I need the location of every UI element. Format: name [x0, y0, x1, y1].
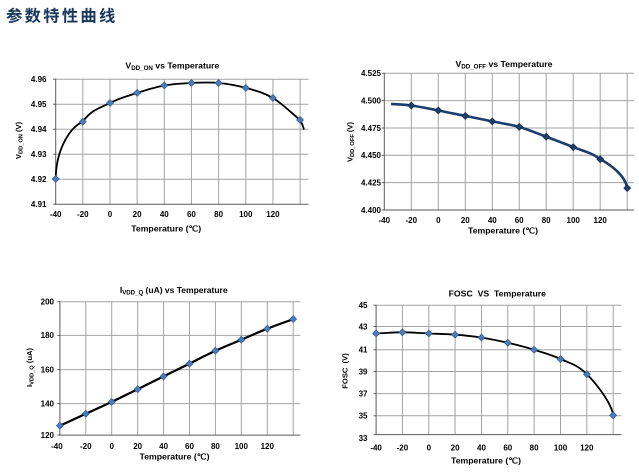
svg-text:-20: -20	[80, 442, 92, 451]
svg-text:39: 39	[359, 367, 368, 376]
svg-text:0: 0	[109, 442, 114, 451]
svg-text:-40: -40	[379, 216, 391, 225]
svg-text:0: 0	[108, 210, 113, 219]
svg-text:40: 40	[159, 442, 168, 451]
svg-text:20: 20	[461, 216, 470, 225]
svg-text:120: 120	[594, 216, 608, 225]
svg-text:35: 35	[359, 412, 368, 421]
svg-text:VDD_OFF (V): VDD_OFF (V)	[346, 121, 356, 162]
svg-text:0: 0	[427, 443, 432, 452]
svg-text:VDD_ON vs Temperature: VDD_ON vs Temperature	[125, 61, 219, 73]
svg-text:4.94: 4.94	[31, 125, 47, 134]
svg-text:4.475: 4.475	[361, 124, 382, 133]
svg-text:Temperature (℃): Temperature (℃)	[468, 226, 538, 236]
svg-text:60: 60	[503, 443, 512, 452]
svg-text:-40: -40	[51, 442, 63, 451]
svg-text:FOSC (V): FOSC (V)	[341, 353, 350, 389]
svg-text:100: 100	[239, 210, 253, 219]
svg-text:40: 40	[160, 210, 169, 219]
svg-text:80: 80	[530, 443, 539, 452]
svg-text:4.91: 4.91	[31, 200, 47, 209]
svg-text:FOSC VS Temperature: FOSC VS Temperature	[449, 288, 547, 298]
svg-text:20: 20	[133, 210, 142, 219]
svg-text:4.425: 4.425	[361, 178, 382, 187]
svg-text:80: 80	[211, 442, 220, 451]
svg-text:43: 43	[359, 322, 368, 331]
svg-text:IVDD_Q (uA) vs Temperature: IVDD_Q (uA) vs Temperature	[120, 285, 228, 297]
svg-text:120: 120	[580, 443, 594, 452]
svg-text:-40: -40	[50, 210, 62, 219]
svg-text:41: 41	[359, 346, 368, 355]
svg-text:-20: -20	[397, 443, 409, 452]
svg-text:-20: -20	[406, 216, 418, 225]
svg-text:45: 45	[359, 301, 368, 310]
svg-text:VDD_OFF vs Temperature: VDD_OFF vs Temperature	[455, 59, 552, 71]
svg-text:4.93: 4.93	[31, 150, 47, 159]
svg-text:60: 60	[185, 442, 194, 451]
svg-text:40: 40	[488, 216, 497, 225]
svg-text:4.450: 4.450	[361, 151, 382, 160]
svg-text:80: 80	[542, 216, 551, 225]
svg-text:IVDD_Q (uA): IVDD_Q (uA)	[25, 348, 35, 387]
svg-text:120: 120	[41, 431, 55, 440]
svg-text:4.500: 4.500	[361, 96, 382, 105]
svg-text:80: 80	[214, 210, 223, 219]
svg-text:Temperature (℃): Temperature (℃)	[140, 452, 210, 462]
svg-text:100: 100	[554, 443, 568, 452]
svg-text:4.525: 4.525	[361, 69, 382, 78]
svg-text:140: 140	[41, 399, 55, 408]
svg-text:120: 120	[261, 442, 275, 451]
svg-text:40: 40	[477, 443, 486, 452]
svg-text:Temperature (℃): Temperature (℃)	[451, 455, 521, 465]
svg-text:VDD_ON (V): VDD_ON (V)	[14, 121, 24, 159]
svg-text:200: 200	[41, 298, 55, 307]
svg-text:4.92: 4.92	[31, 175, 47, 184]
svg-text:20: 20	[451, 443, 460, 452]
svg-text:160: 160	[41, 365, 55, 374]
svg-text:100: 100	[567, 216, 581, 225]
svg-text:60: 60	[187, 210, 196, 219]
svg-text:180: 180	[41, 331, 55, 340]
svg-text:20: 20	[133, 442, 142, 451]
svg-text:60: 60	[515, 216, 524, 225]
svg-text:-40: -40	[370, 443, 382, 452]
svg-text:100: 100	[235, 442, 249, 451]
svg-text:120: 120	[266, 210, 280, 219]
svg-text:4.400: 4.400	[361, 206, 382, 215]
svg-text:33: 33	[359, 434, 368, 443]
svg-text:37: 37	[359, 389, 368, 398]
svg-text:-20: -20	[77, 210, 89, 219]
svg-text:4.95: 4.95	[31, 100, 47, 109]
svg-text:0: 0	[436, 216, 441, 225]
svg-text:Temperature (℃): Temperature (℃)	[131, 223, 201, 233]
svg-text:4.96: 4.96	[31, 75, 47, 84]
